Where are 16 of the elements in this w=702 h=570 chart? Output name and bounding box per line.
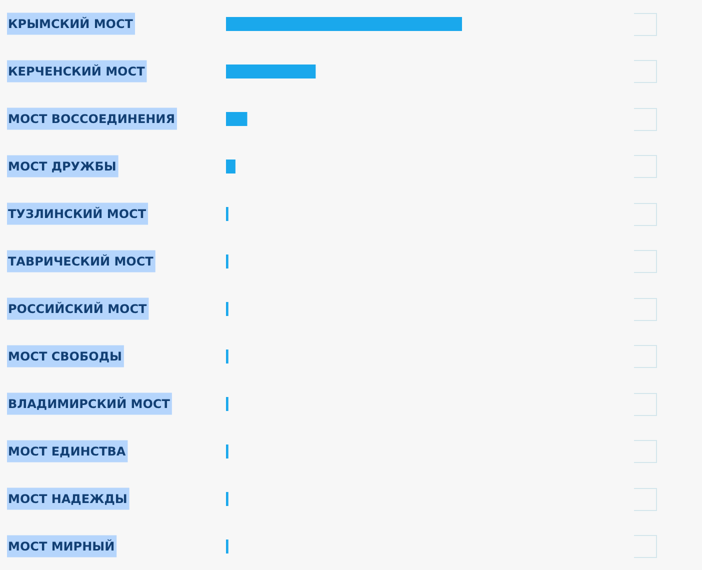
y-tick-label: МОСТ НАДЕЖДЫ [8, 492, 128, 506]
y-tick-label: МОСТ ВОССОЕДИНЕНИЯ [8, 112, 175, 126]
y-tick-label: МОСТ ДРУЖБЫ [8, 160, 116, 174]
bar [226, 17, 462, 31]
y-tick-label: МОСТ СВОБОДЫ [8, 350, 122, 364]
y-tick-label: МОСТ ЕДИНСТВА [8, 444, 126, 459]
y-tick-label: МОСТ МИРНЫЙ [8, 538, 115, 554]
bar [226, 160, 236, 174]
y-tick-label: КРЫМСКИЙ МОСТ [8, 16, 134, 32]
y-tick-label: РОССИЙСКИЙ МОСТ [8, 301, 148, 316]
y-tick-label: ВЛАДИМИРСКИЙ МОСТ [8, 396, 171, 412]
y-tick-label: ТАВРИЧЕСКИЙ МОСТ [8, 254, 154, 269]
bar [226, 64, 316, 78]
bar [226, 112, 248, 126]
y-tick-label: КЕРЧЕНСКИЙ МОСТ [8, 64, 146, 79]
y-tick-label: ТУЗЛИНСКИЙ МОСТ [8, 206, 147, 222]
